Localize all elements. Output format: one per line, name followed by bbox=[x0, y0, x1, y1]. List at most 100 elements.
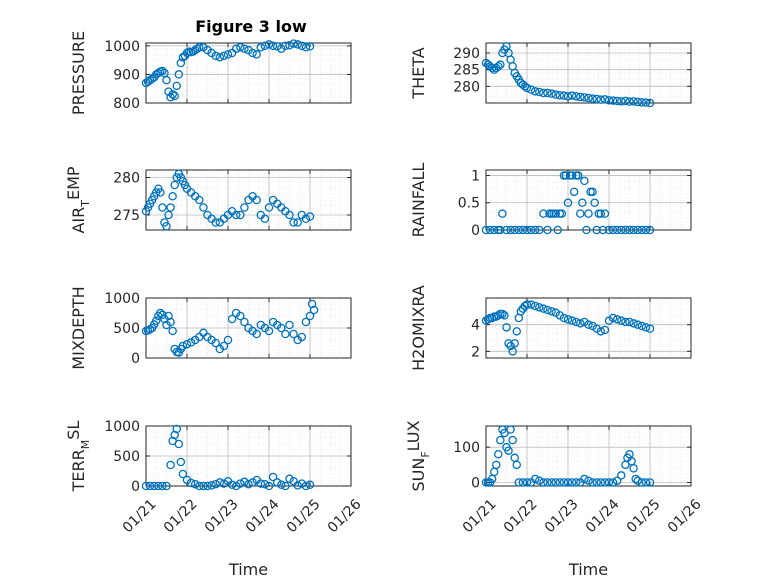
data-point bbox=[510, 225, 519, 235]
data-point bbox=[154, 68, 163, 78]
data-point bbox=[514, 478, 524, 487]
data-point bbox=[297, 479, 307, 488]
axes-frame bbox=[485, 169, 692, 231]
data-point bbox=[162, 75, 171, 85]
data-point bbox=[149, 481, 159, 491]
data-point bbox=[518, 225, 528, 235]
data-point bbox=[629, 464, 638, 473]
data-point bbox=[588, 187, 597, 197]
ytick-label: 1000 bbox=[104, 291, 140, 307]
data-point bbox=[596, 95, 606, 104]
data-point bbox=[305, 212, 315, 221]
data-point bbox=[248, 478, 257, 487]
data-point bbox=[520, 301, 530, 311]
data-point bbox=[141, 481, 151, 491]
data-point bbox=[569, 187, 579, 197]
data-point bbox=[498, 309, 507, 319]
subplot-3: 275 280 AIRTEMP bbox=[64, 166, 352, 234]
data-point bbox=[223, 50, 233, 59]
data-point bbox=[539, 304, 548, 313]
ytick-label: 0 bbox=[131, 351, 140, 367]
data-point bbox=[195, 481, 204, 491]
data-point bbox=[192, 44, 202, 53]
data-point bbox=[571, 317, 581, 327]
data-point bbox=[281, 481, 290, 491]
data-point bbox=[289, 329, 298, 339]
data-point bbox=[608, 478, 618, 487]
data-point bbox=[256, 43, 266, 52]
data-point bbox=[522, 300, 532, 309]
data-point bbox=[612, 225, 622, 235]
data-point bbox=[248, 48, 257, 58]
data-point bbox=[543, 88, 552, 98]
data-point bbox=[199, 481, 208, 491]
data-point bbox=[526, 300, 536, 309]
y-axis-label: H2OMIXRA bbox=[409, 285, 428, 371]
data-point bbox=[174, 439, 184, 449]
data-point bbox=[305, 480, 315, 490]
data-point bbox=[211, 338, 220, 348]
data-point bbox=[260, 41, 270, 51]
data-point bbox=[256, 479, 266, 488]
y-axis-label-superscript: EMP bbox=[64, 166, 83, 200]
data-point bbox=[571, 92, 581, 101]
y-axis-label: MIXDEPTH bbox=[69, 286, 88, 369]
data-point bbox=[502, 225, 511, 235]
data-point bbox=[301, 317, 311, 327]
data-point bbox=[600, 95, 610, 104]
data-point bbox=[162, 221, 171, 231]
data-point bbox=[219, 51, 229, 61]
data-point bbox=[547, 307, 556, 316]
data-point bbox=[539, 88, 548, 98]
data-point bbox=[563, 315, 573, 324]
data-point bbox=[567, 171, 577, 180]
data-point bbox=[612, 315, 622, 324]
data-point bbox=[617, 97, 626, 106]
data-point bbox=[612, 96, 622, 106]
data-point bbox=[600, 209, 610, 218]
data-point bbox=[215, 53, 225, 62]
data-point bbox=[608, 225, 618, 235]
data-point bbox=[604, 478, 614, 487]
data-point bbox=[301, 214, 311, 223]
data-point bbox=[600, 325, 610, 335]
data-point bbox=[285, 474, 294, 484]
data-point bbox=[633, 476, 642, 485]
data-point bbox=[588, 94, 597, 103]
axes-frame bbox=[485, 297, 692, 359]
ytick-label: 2 bbox=[471, 344, 480, 360]
data-point bbox=[172, 81, 181, 91]
x-axis-label: Time bbox=[228, 560, 268, 579]
data-point bbox=[514, 225, 524, 235]
y-axis-label: THETA bbox=[409, 47, 428, 99]
data-point bbox=[481, 225, 491, 235]
data-point bbox=[496, 60, 505, 69]
ytick-label: 4 bbox=[471, 318, 480, 334]
ytick-label: 1000 bbox=[104, 39, 140, 55]
data-point bbox=[592, 478, 601, 487]
data-point bbox=[252, 329, 261, 339]
data-point bbox=[162, 481, 171, 491]
data-point bbox=[563, 478, 573, 487]
data-point bbox=[641, 478, 651, 487]
data-point bbox=[617, 471, 626, 480]
ytick-label: 1 bbox=[471, 168, 480, 184]
data-point bbox=[244, 479, 253, 489]
data-point bbox=[629, 225, 638, 235]
data-point bbox=[151, 316, 161, 326]
data-point bbox=[219, 479, 229, 488]
data-point bbox=[297, 41, 307, 51]
data-point bbox=[567, 316, 577, 325]
data-point bbox=[535, 87, 544, 97]
data-point bbox=[508, 347, 517, 356]
data-point bbox=[176, 58, 186, 68]
data-point bbox=[530, 301, 540, 311]
data-point bbox=[260, 479, 270, 489]
data-point bbox=[168, 326, 177, 336]
data-point bbox=[158, 203, 167, 212]
data-point bbox=[172, 424, 181, 434]
data-point bbox=[272, 478, 282, 487]
data-point bbox=[584, 476, 593, 485]
